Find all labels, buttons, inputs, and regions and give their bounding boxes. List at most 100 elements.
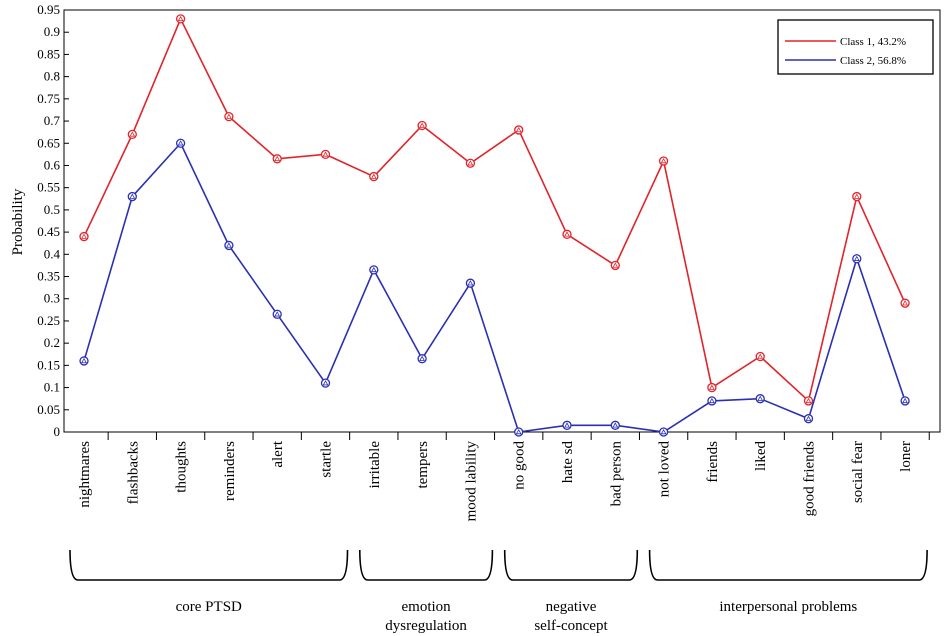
- data-point-marker: [709, 384, 715, 390]
- group-label: emotion: [402, 599, 452, 615]
- x-category-label: good friends: [802, 441, 818, 517]
- category-groups: core PTSD emotion dysregulation negative sel…: [69, 549, 928, 634]
- legend-label: Class 1, 43.2%: [840, 36, 906, 48]
- y-tick-label: 0.75: [37, 91, 60, 106]
- x-category-label: liked: [753, 441, 769, 471]
- series-line: [83, 141, 906, 433]
- y-tick-label: 0.65: [37, 135, 60, 150]
- group-bracket: [648, 549, 928, 581]
- data-point-marker: [370, 266, 377, 273]
- group-bracket: [69, 549, 349, 581]
- data-point-marker: [757, 353, 764, 359]
- data-point-marker: [853, 255, 860, 261]
- group-label: negative: [546, 599, 597, 615]
- data-point-marker: [467, 280, 474, 286]
- y-tick-label: 0.9: [44, 24, 60, 39]
- axes: [63, 9, 941, 433]
- x-category-label: thoughts: [174, 441, 190, 493]
- y-tick-label: 0.6: [44, 157, 61, 172]
- series-line: [83, 16, 906, 403]
- data-point-marker: [129, 131, 136, 137]
- series-2: [79, 138, 910, 437]
- plot-frame: [63, 9, 941, 433]
- y-tick-label: 0.25: [37, 313, 60, 328]
- x-category-label: mood lability: [463, 441, 479, 522]
- x-category-label: friends: [705, 441, 721, 483]
- series-layer: [79, 14, 910, 437]
- data-point-marker: [419, 355, 425, 361]
- x-category-label: no good: [512, 441, 528, 490]
- y-tick-label: 0.85: [37, 46, 60, 61]
- group-bracket: [503, 549, 639, 581]
- data-point-marker: [805, 415, 812, 421]
- x-category-label: bad person: [608, 441, 624, 507]
- data-point-marker: [612, 262, 619, 268]
- x-axis-ticks: nightmares flashbacks thoughts reminders ale…: [77, 432, 930, 522]
- data-point-marker: [81, 233, 87, 239]
- y-tick-label: 0.8: [44, 69, 60, 84]
- series-1: [79, 14, 910, 406]
- y-axis-title: Probability: [10, 188, 26, 255]
- x-category-label: loner: [898, 441, 914, 472]
- y-tick-label: 0.3: [44, 291, 60, 306]
- y-tick-label: 0.55: [37, 180, 60, 195]
- y-tick-label: 0.1: [44, 380, 60, 395]
- data-point-marker: [660, 428, 667, 435]
- y-tick-label: 0: [54, 424, 61, 439]
- data-point-marker: [81, 357, 87, 364]
- x-category-label: reminders: [222, 441, 238, 501]
- x-category-label: irritable: [367, 441, 383, 489]
- legend: Class 1, 43.2% Class 2, 56.8%: [777, 19, 934, 75]
- x-category-label: alert: [270, 440, 286, 467]
- data-point-marker: [322, 151, 329, 157]
- group-label: self-concept: [534, 618, 608, 634]
- x-category-label: tempers: [415, 441, 431, 489]
- y-tick-label: 0.95: [37, 2, 60, 17]
- y-tick-label: 0.35: [37, 269, 60, 284]
- data-point-marker: [322, 380, 329, 386]
- legend-label: Class 2, 56.8%: [840, 55, 906, 67]
- data-point-marker: [902, 397, 908, 404]
- data-point-marker: [515, 428, 522, 435]
- data-point-marker: [757, 395, 764, 401]
- data-point-marker: [177, 15, 184, 22]
- data-point-marker: [419, 122, 425, 128]
- x-category-label: startle: [319, 441, 335, 478]
- data-point-marker: [660, 158, 667, 164]
- group-label: dysregulation: [385, 618, 467, 634]
- x-category-label: nightmares: [77, 441, 93, 508]
- data-point-marker: [274, 311, 281, 317]
- data-point-marker: [805, 397, 812, 404]
- y-tick-label: 0.45: [37, 224, 60, 239]
- x-category-label: flashbacks: [125, 441, 141, 504]
- y-tick-label: 0.5: [44, 202, 60, 217]
- y-tick-label: 0.15: [37, 357, 60, 372]
- data-point-marker: [177, 140, 184, 146]
- data-point-marker: [709, 397, 715, 404]
- data-point-marker: [226, 113, 232, 119]
- y-tick-label: 0.4: [44, 246, 61, 261]
- data-point-marker: [853, 193, 860, 199]
- data-point-marker: [370, 173, 377, 179]
- x-category-label: social fear: [850, 441, 866, 503]
- group-bracket: [359, 549, 494, 581]
- x-category-label: hate sd: [560, 441, 576, 484]
- data-point-marker: [467, 160, 474, 166]
- data-point-marker: [564, 422, 570, 428]
- data-point-marker: [612, 422, 619, 428]
- data-point-marker: [226, 242, 232, 248]
- legend-box: [777, 19, 934, 75]
- data-point-marker: [902, 300, 908, 306]
- group-label: interpersonal problems: [719, 599, 857, 615]
- y-axis-ticks: 0 0.05 0.1 0.15 0.2 0.25 0.3 0.35 0.4 0.45 0.5 0.55…: [37, 2, 69, 439]
- x-category-label: not loved: [657, 441, 673, 498]
- data-point-marker: [129, 193, 136, 199]
- y-tick-label: 0.7: [44, 113, 61, 128]
- group-label: core PTSD: [176, 599, 242, 615]
- data-point-marker: [274, 155, 281, 162]
- data-point-marker: [515, 126, 522, 133]
- y-tick-label: 0.05: [37, 402, 60, 417]
- data-point-marker: [564, 231, 570, 237]
- y-tick-label: 0.2: [44, 335, 60, 350]
